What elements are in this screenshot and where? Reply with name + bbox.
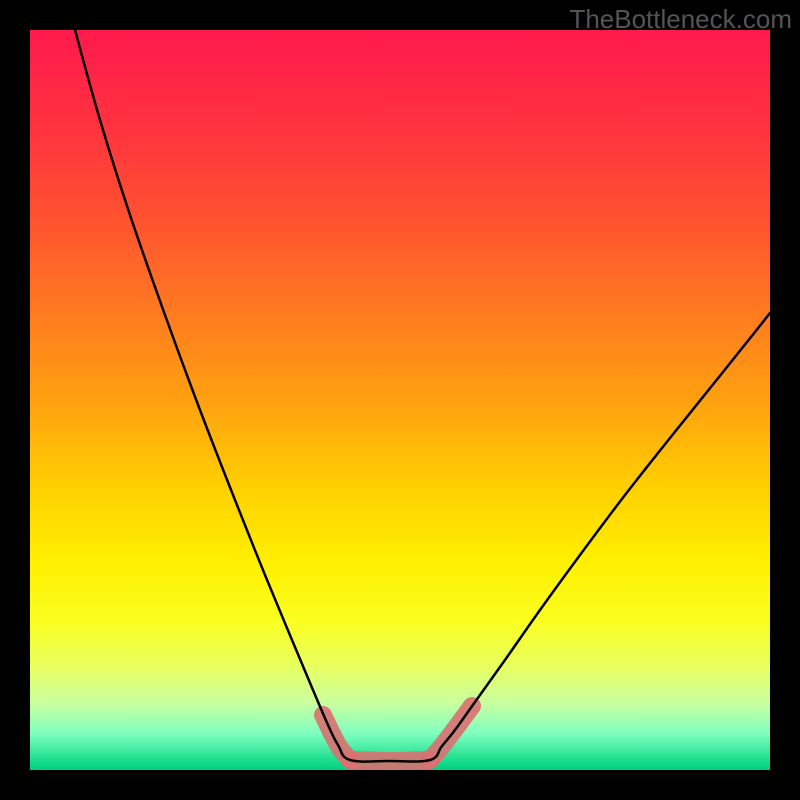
curve-layer bbox=[0, 0, 800, 800]
chart-canvas: TheBottleneck.com bbox=[0, 0, 800, 800]
watermark-text: TheBottleneck.com bbox=[569, 4, 792, 35]
bottleneck-curve bbox=[75, 30, 770, 762]
